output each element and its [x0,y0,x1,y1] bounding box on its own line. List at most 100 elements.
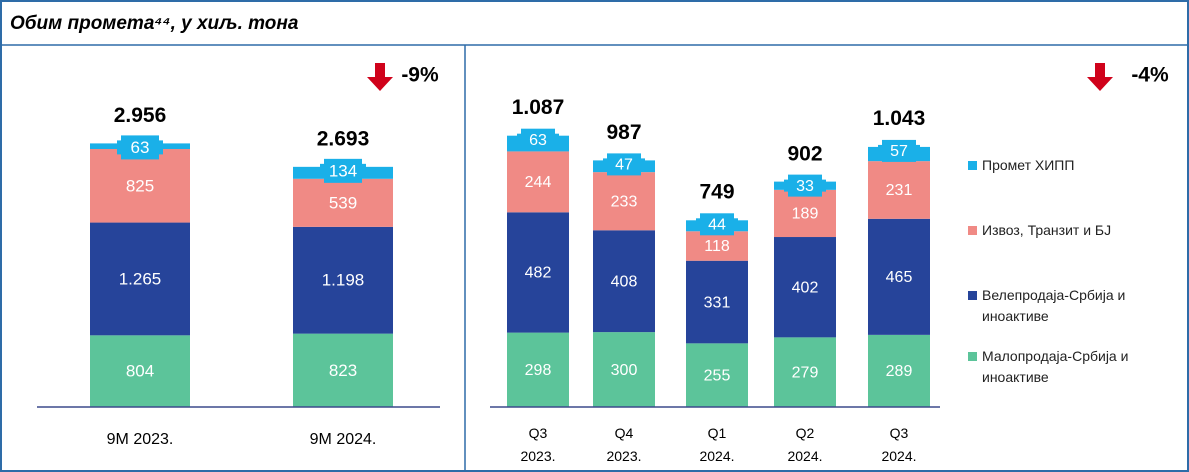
total-label: 1.043 [873,107,926,130]
value-label-box [121,135,159,160]
legend-swatch [968,226,977,235]
legend-item: Извоз, Транзит и БЈ [968,220,1178,241]
x-tick-label-line: 2024. [881,448,916,464]
value-label: 44 [708,217,726,234]
bar-segment [774,189,836,238]
value-label: 289 [886,363,913,380]
legend-swatch [968,291,977,300]
total-label: 987 [606,121,641,144]
value-label: 33 [796,178,814,195]
value-label: 189 [792,206,819,223]
value-label-box [324,158,362,183]
value-label: 300 [611,362,638,379]
x-tick-label: 9M 2024. [310,431,377,448]
bar-segment [593,172,655,231]
value-label: 231 [886,182,913,199]
legend-item: Велепродаја-Србија и иноактиве [968,285,1178,327]
bar-segment [686,260,748,344]
x-tick-label: Q4 2023. [606,425,641,464]
x-tick-label: Q3 2024. [881,425,916,464]
x-tick-label-line: Q1 [708,425,727,441]
x-tick-label-line: Q3 [529,425,548,441]
bar-segment [293,178,393,227]
bar-segment [868,161,930,219]
value-label: 118 [704,238,730,255]
value-label-box [882,139,916,162]
change-arrow [367,63,393,91]
legend-label: Извоз, Транзит и БЈ [982,222,1112,238]
value-label: 465 [886,269,913,286]
x-tick-label-line: 2023. [520,448,555,464]
value-label-box [521,128,555,151]
legend-swatch [968,161,977,170]
value-label: 63 [529,132,547,149]
bar-segment [686,343,748,407]
total-label: 902 [787,142,822,165]
chart-title: Обим промета⁴⁴, у хиљ. тона [10,13,299,34]
value-label: 63 [131,138,150,157]
value-label: 1.265 [119,269,162,288]
bar-segment [868,334,930,407]
x-tick-label: Q1 2024. [699,425,734,464]
legend-label: Промет ХИПП [982,157,1075,173]
value-label: 804 [126,362,154,381]
legend-item: Промет ХИПП [968,155,1178,176]
value-label: 823 [329,361,357,380]
bar-segment [293,226,393,334]
value-label: 255 [704,367,731,384]
x-tick-label-line: Q4 [615,425,634,441]
bar-segment [507,151,569,213]
value-label: 331 [704,294,731,311]
value-label-box [788,174,822,197]
legend-swatch [968,352,977,361]
bar-segment [774,337,836,407]
total-label: 2.956 [114,104,167,127]
x-tick-label: Q2 2024. [787,425,822,464]
x-tick-label: Q3 2023. [520,425,555,464]
x-tick-label-line: 2024. [787,448,822,464]
legend-item: Малопродаја-Србија и иноактиве [968,346,1178,388]
total-label: 1.087 [512,96,565,119]
bar-segment [90,149,190,223]
value-label: 539 [329,193,357,212]
value-label: 482 [525,265,552,282]
bar-segment [507,332,569,407]
change-label: -4% [1131,64,1169,87]
value-label: 408 [611,273,638,290]
bar-segment [293,333,393,407]
value-label: 402 [792,279,819,296]
bar-segment [593,332,655,407]
x-tick-label-line: Q2 [796,425,815,441]
legend-label: Малопродаја-Србија и иноактиве [982,348,1129,385]
value-label: 47 [615,157,633,174]
bar-segment [507,212,569,333]
bar-segment [774,237,836,338]
value-label: 57 [890,143,908,160]
value-label: 298 [525,362,552,379]
bar-segment [593,230,655,333]
change-label: -9% [401,64,439,87]
change-arrow [1087,63,1113,91]
bar-segment [686,231,748,261]
legend-label: Велепродаја-Србија и иноактиве [982,287,1126,324]
x-tick-label-line: 2024. [699,448,734,464]
value-label: 244 [525,174,552,191]
bar-segment [90,222,190,336]
x-tick-label: 9M 2023. [107,431,174,448]
bar-segment [90,335,190,407]
total-label: 2.693 [317,127,370,150]
value-label-box [700,213,734,236]
total-label: 749 [699,181,734,204]
x-tick-label-line: 2023. [606,448,641,464]
value-label: 233 [611,193,638,210]
x-tick-label-line: Q3 [890,425,909,441]
value-label-box [607,153,641,176]
value-label: 1.198 [322,271,365,290]
value-label: 825 [126,176,154,195]
bar-segment [868,218,930,335]
value-label: 134 [329,161,357,180]
value-label: 279 [792,364,819,381]
